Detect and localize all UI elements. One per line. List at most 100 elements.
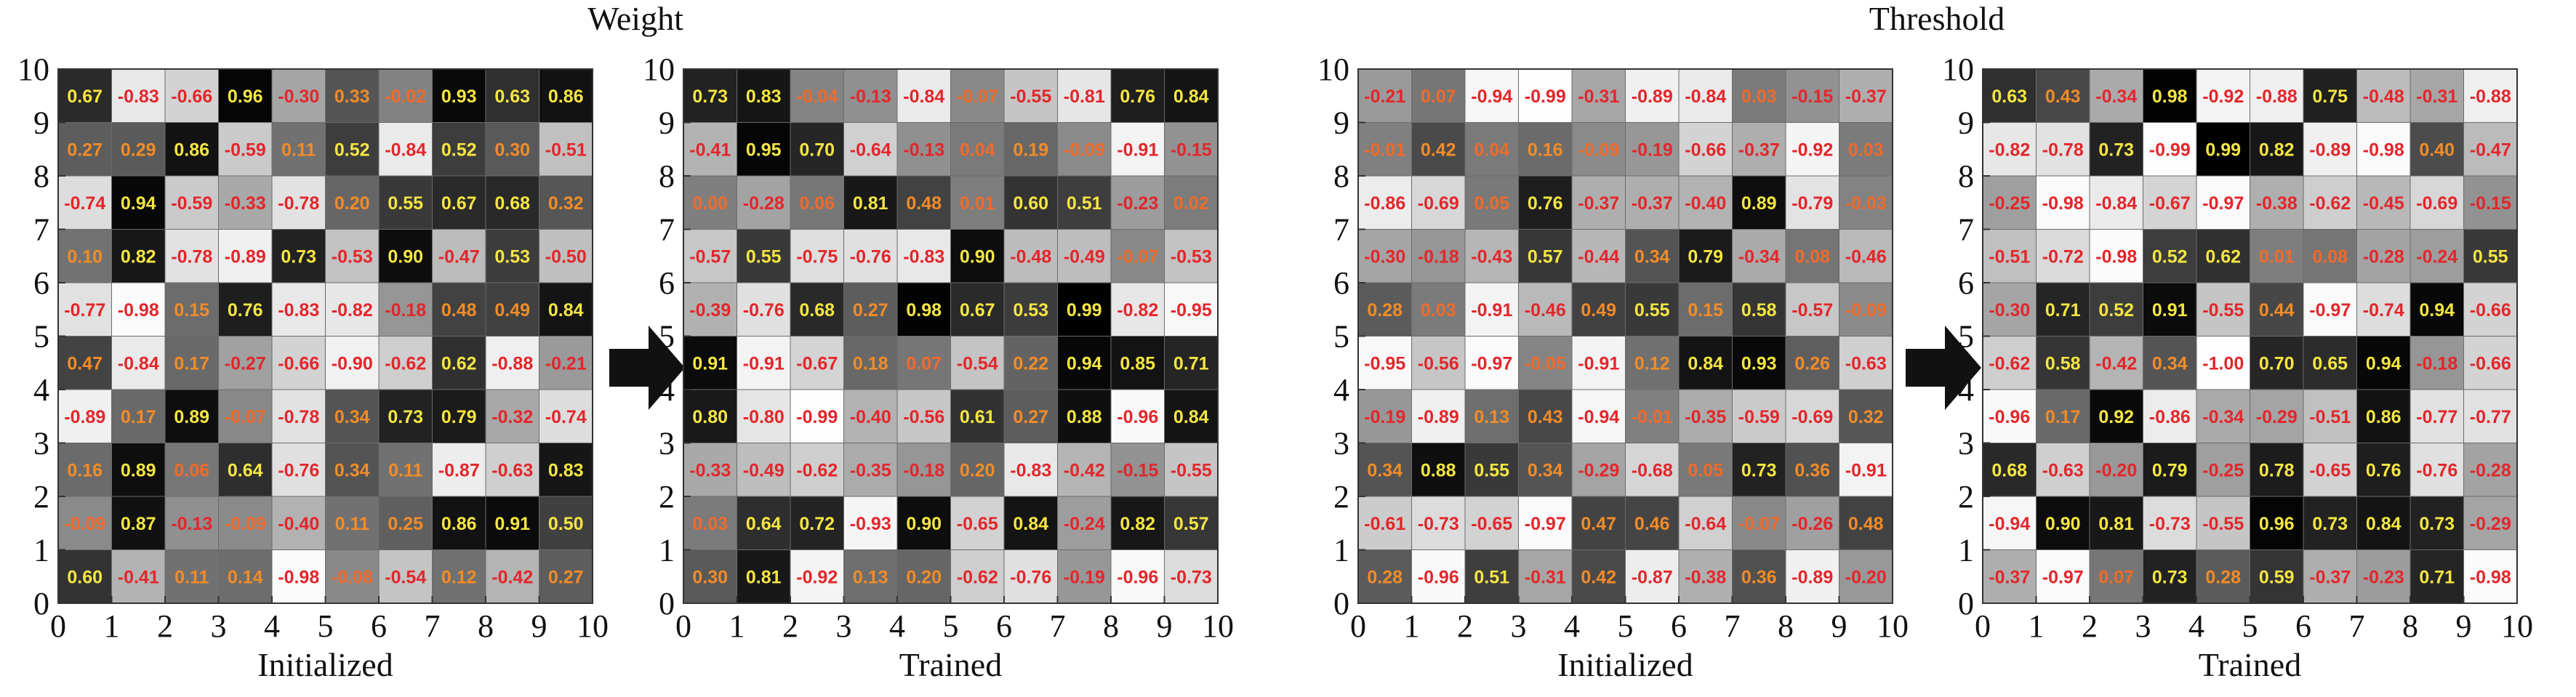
heatmap-cell — [1464, 443, 1519, 497]
heatmap-cell — [1164, 229, 1219, 283]
heatmap-cell — [325, 549, 380, 604]
cell-value-label: -0.64 — [850, 140, 891, 160]
cell-value-label: 0.58 — [1741, 300, 1777, 321]
cell-value-label: -0.69 — [1791, 407, 1833, 427]
cell-value-label: -0.48 — [2363, 86, 2404, 107]
y-tick-label: 9 — [33, 105, 49, 141]
cell-value-label: -0.37 — [1989, 567, 2030, 587]
cell-value-label: 0.27 — [67, 140, 103, 160]
heatmap-cell — [1625, 229, 1680, 283]
cell-value-label: -0.96 — [1117, 567, 1158, 587]
cell-value-label: 0.84 — [1173, 407, 1209, 427]
cell-value-label: 0.28 — [2205, 567, 2241, 587]
heatmap-cell — [2143, 389, 2197, 443]
heatmap-cell — [1357, 68, 1412, 123]
heatmap-cell — [2250, 68, 2304, 123]
cell-value-label: -0.84 — [2095, 193, 2137, 214]
cell-value-label: -0.45 — [2363, 193, 2404, 214]
cell-value-label: -0.34 — [2202, 407, 2244, 427]
x-tick-label: 2 — [782, 608, 798, 644]
cell-value-label: -0.03 — [1845, 193, 1887, 214]
cell-value-label: 0.81 — [746, 567, 782, 587]
heatmap-cell — [2089, 389, 2143, 443]
cell-value-label: 0.13 — [853, 567, 888, 587]
x-tick-label: 7 — [1725, 608, 1741, 644]
cell-value-label: -0.35 — [850, 460, 891, 480]
heatmap-cell — [2356, 229, 2411, 283]
cell-value-label: -0.97 — [2042, 567, 2084, 587]
heatmap-cell — [843, 336, 898, 390]
heatmap-cell — [539, 229, 593, 283]
cell-value-label: -0.74 — [2363, 300, 2404, 321]
heatmap-cell — [1785, 496, 1839, 550]
x-tick-label: 0 — [1975, 608, 1991, 644]
heatmap-cell — [2089, 549, 2143, 604]
cell-value-label: -0.24 — [1064, 514, 1105, 534]
cell-value-label: 0.68 — [494, 193, 530, 214]
cell-value-label: -0.19 — [1364, 407, 1405, 427]
x-tick-label: 1 — [2029, 608, 2045, 644]
cell-value-label: -0.38 — [1685, 567, 1726, 587]
x-tick-label: 5 — [943, 608, 959, 644]
x-tick-label: 3 — [1511, 608, 1527, 644]
cell-value-label: 0.99 — [2205, 140, 2241, 160]
cell-value-label: -0.32 — [491, 407, 533, 427]
cell-value-label: -0.86 — [2149, 407, 2191, 427]
cell-value-label: 0.83 — [746, 86, 782, 107]
cell-value-label: -0.09 — [1578, 140, 1619, 160]
cell-value-label: 0.86 — [2366, 407, 2402, 427]
cell-value-label: 0.07 — [1421, 86, 1456, 107]
heatmap-cell — [843, 389, 898, 443]
x-tick-label: 4 — [1564, 608, 1580, 644]
cell-value-label: -0.40 — [278, 514, 319, 534]
cell-value-label: 0.73 — [2419, 514, 2455, 534]
cell-value-label: 0.47 — [1581, 514, 1616, 534]
heatmap-cell — [1110, 389, 1165, 443]
y-tick-label: 4 — [1333, 372, 1349, 408]
heatmap-cell — [164, 175, 219, 230]
x-tick-label: 5 — [318, 608, 334, 644]
cell-value-label: -1.00 — [2202, 353, 2244, 374]
heatmap-cell — [1464, 175, 1519, 230]
heatmap-cell — [790, 282, 844, 337]
heatmap-cell — [1785, 175, 1839, 230]
heatmap-cell — [896, 336, 951, 390]
heatmap-cell — [539, 443, 593, 497]
cell-value-label: -0.55 — [2202, 514, 2244, 534]
y-tick-label: 3 — [33, 426, 49, 462]
cell-value-label: -0.13 — [171, 514, 212, 534]
cell-value-label: -0.08 — [332, 567, 373, 587]
heatmap-cell — [2143, 496, 2197, 550]
cell-value-label: -0.37 — [1738, 140, 1780, 160]
cell-value-label: 0.76 — [2366, 460, 2402, 480]
cell-value-label: -0.04 — [796, 86, 838, 107]
cell-value-label: 0.47 — [67, 353, 103, 374]
cell-value-label: -0.20 — [2095, 460, 2137, 480]
heatmap-cell — [1732, 389, 1786, 443]
cell-value-label: 0.28 — [1367, 567, 1403, 587]
heatmap-cell — [1678, 549, 1733, 604]
heatmap-cell — [950, 549, 1005, 604]
cell-value-label: -0.83 — [903, 246, 944, 267]
heatmap-cell — [1982, 68, 2037, 123]
heatmap-cell — [2143, 229, 2197, 283]
cell-value-label: -0.94 — [1471, 86, 1512, 107]
cell-value-label: -0.48 — [1010, 246, 1051, 267]
y-tick-label: 10 — [1942, 52, 1974, 87]
cell-value-label: 0.12 — [441, 567, 477, 587]
y-tick-label: 2 — [33, 479, 49, 515]
y-tick-label: 4 — [33, 372, 49, 408]
heatmap-cell — [2036, 175, 2090, 230]
cell-value-label: 0.94 — [2366, 353, 2402, 374]
cell-value-label: -0.91 — [1845, 460, 1887, 480]
heatmap-cell — [896, 443, 951, 497]
cell-value-label: -0.76 — [850, 246, 891, 267]
heatmap-cell — [2303, 549, 2357, 604]
x-tick-label: 6 — [996, 608, 1012, 644]
heatmap-cell — [1110, 175, 1165, 230]
cell-value-label: -0.54 — [385, 567, 426, 587]
cell-value-label: 0.99 — [1067, 300, 1102, 321]
heatmap-cell — [539, 122, 593, 177]
cell-value-label: -0.72 — [2042, 246, 2084, 267]
cell-value-label: -0.54 — [957, 353, 998, 374]
